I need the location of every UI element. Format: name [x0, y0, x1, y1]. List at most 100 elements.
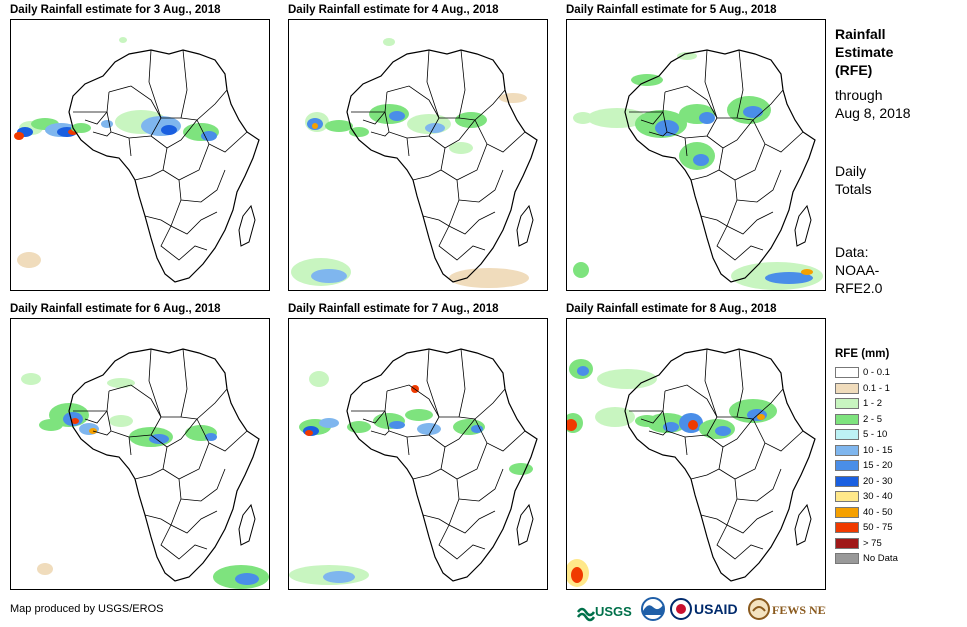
country-border [406, 436, 410, 456]
country-border [128, 137, 132, 157]
panel-title: Daily Rainfall estimate for 4 Aug., 2018 [288, 4, 499, 16]
country-border [92, 430, 112, 436]
coastline [68, 49, 260, 283]
rainfall-area [319, 418, 339, 428]
rainfall-area [449, 268, 529, 288]
map-panel-aug-7: Daily Rainfall estimate for 7 Aug., 2018 [288, 302, 548, 591]
rainfall-map [566, 19, 826, 291]
country-border [704, 49, 718, 119]
country-border [196, 119, 248, 153]
country-border [458, 348, 466, 418]
country-border [196, 89, 228, 121]
legend-label: 20 - 30 [863, 475, 893, 487]
country-border [108, 384, 162, 418]
sidebar-totals-line: Daily [835, 163, 867, 179]
legend-swatch [835, 367, 859, 378]
country-border [734, 468, 782, 502]
country-border [196, 388, 228, 420]
rainfall-map [10, 19, 270, 291]
map-panel-aug-4: Daily Rainfall estimate for 4 Aug., 2018 [288, 3, 548, 292]
rainfall-area [631, 74, 663, 86]
country-border [648, 430, 668, 436]
country-border [386, 384, 440, 418]
legend-label: 5 - 10 [863, 429, 888, 440]
country-border [448, 199, 496, 235]
country-border [706, 418, 754, 448]
coastline [346, 49, 538, 283]
country-border [640, 410, 664, 424]
country-border [84, 410, 108, 424]
rainfall-area [349, 127, 369, 137]
rainfall-area [715, 426, 731, 436]
usaid-logo: USAID [670, 596, 746, 622]
country-border [629, 390, 666, 412]
country-border [439, 117, 476, 121]
africa-map-svg [21, 348, 269, 589]
madagascar-outline [238, 204, 256, 247]
usaid-logo-text: USAID [694, 601, 738, 617]
rainfall-area [325, 120, 353, 132]
country-border [148, 348, 162, 418]
sidebar-data-line: RFE2.0 [835, 280, 883, 296]
country-border [162, 143, 210, 181]
country-border [448, 498, 496, 534]
map-panel-aug-8: Daily Rainfall estimate for 8 Aug., 2018 [566, 302, 826, 591]
country-border [386, 85, 440, 119]
legend-swatch [835, 506, 859, 518]
country-border [162, 442, 210, 480]
legend-swatch [835, 537, 859, 549]
sidebar-data-source: Data: NOAA- RFE2.0 [835, 243, 882, 297]
country-border [752, 418, 804, 452]
legend-label: 1 - 2 [863, 398, 883, 409]
country-border [439, 416, 476, 420]
country-border [170, 498, 218, 534]
rainfall-area [417, 423, 441, 435]
legend-label: 40 - 50 [863, 506, 893, 518]
rainfall-area [312, 123, 318, 129]
sidebar-through: through Aug 8, 2018 [835, 86, 911, 122]
legend-label: > 75 [863, 537, 882, 549]
sidebar-data-line: Data: [835, 244, 869, 260]
country-border [718, 442, 766, 480]
madagascar-outline [794, 204, 812, 247]
rainfall-area [573, 112, 593, 124]
country-border [150, 418, 198, 448]
country-border [704, 348, 718, 418]
rainfall-area [655, 120, 679, 136]
country-border [362, 410, 386, 424]
madagascar-outline [238, 503, 256, 546]
usgs-logo-text: USGS [595, 604, 632, 619]
country-border [474, 89, 506, 121]
legend-label: 2 - 5 [863, 413, 883, 425]
country-border [170, 199, 218, 235]
country-border [84, 111, 108, 125]
rainfall-map [288, 318, 548, 590]
country-border [690, 169, 720, 181]
rainfall-area [37, 563, 53, 575]
country-border [406, 137, 410, 157]
rainfall-area [71, 123, 91, 133]
country-border [128, 436, 132, 456]
country-border [716, 524, 764, 560]
usgs-logo: USGS [576, 596, 636, 622]
country-border [160, 524, 208, 560]
rainfall-area [425, 123, 445, 133]
country-border [161, 416, 198, 420]
legend-label: 15 - 20 [863, 460, 893, 471]
country-border [438, 225, 486, 261]
country-border [440, 442, 488, 480]
legend-swatch [835, 475, 859, 487]
country-border [148, 49, 162, 119]
rainfall-area [693, 154, 709, 166]
panel-title: Daily Rainfall estimate for 3 Aug., 2018 [10, 4, 221, 16]
country-border [422, 215, 450, 227]
country-border [412, 169, 442, 181]
country-border [752, 89, 784, 121]
rainfall-area [149, 434, 169, 444]
panel-title: Daily Rainfall estimate for 5 Aug., 2018 [566, 4, 777, 16]
noaa-logo [640, 596, 666, 622]
country-border [664, 85, 718, 119]
rainfall-area [573, 262, 589, 278]
sidebar-data-line: NOAA- [835, 262, 880, 278]
rainfall-area [449, 142, 473, 154]
